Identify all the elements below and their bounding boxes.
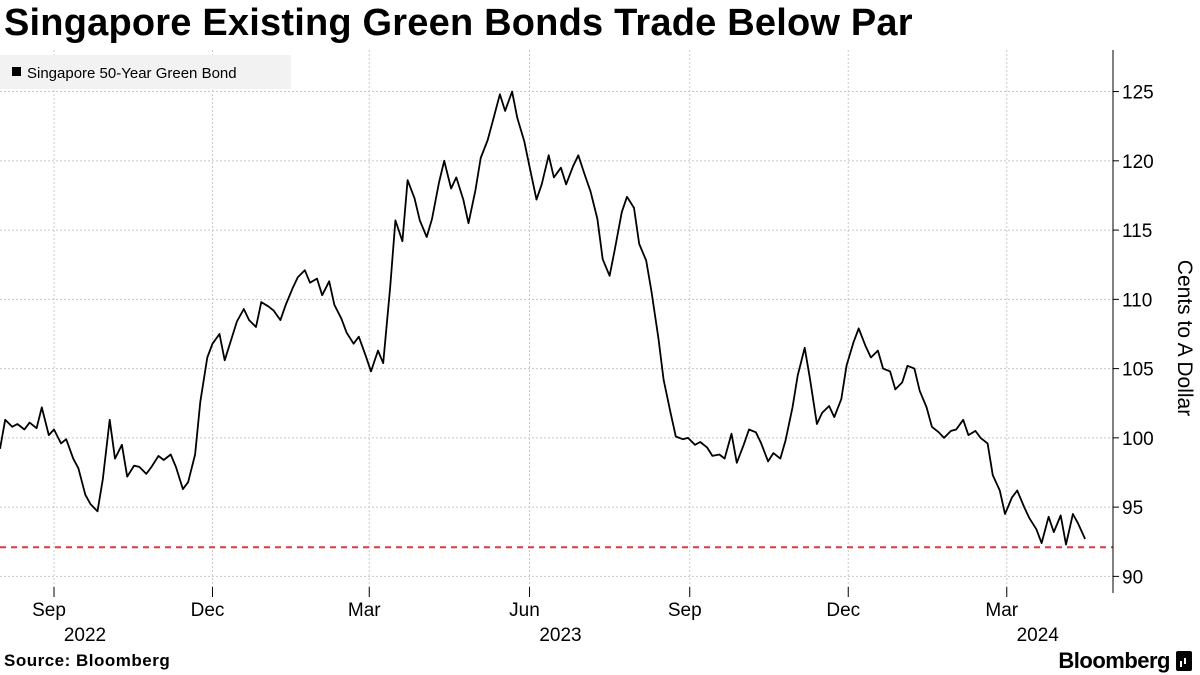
series-line (0, 90, 1086, 546)
bloomberg-logo: Bloomberg (1058, 648, 1192, 674)
brand-name: Bloomberg (1058, 648, 1170, 673)
year-label: 2022 (64, 625, 106, 646)
y-tick-label: 120 (1122, 152, 1154, 173)
legend-background (0, 55, 291, 89)
gridlines (0, 50, 1113, 593)
y-tick-label: 90 (1122, 567, 1143, 588)
x-tick-label: Sep (668, 600, 702, 621)
y-tick-label: 125 (1122, 83, 1154, 104)
y-tick-label: 100 (1122, 429, 1154, 450)
year-label: 2023 (539, 625, 581, 646)
y-tick-label: 110 (1122, 290, 1152, 311)
x-tick-label: Dec (826, 600, 860, 621)
legend-swatch (12, 67, 21, 76)
source-note: Source: Bloomberg (4, 651, 171, 670)
bloomberg-icon (1176, 651, 1192, 671)
legend-label: Singapore 50-Year Green Bond (27, 65, 237, 82)
chart-title: Singapore Existing Green Bonds Trade Bel… (4, 2, 913, 44)
x-tick-label: Sep (32, 600, 66, 621)
y-tick-label: 105 (1122, 360, 1154, 381)
y-tick-label: 95 (1122, 498, 1143, 519)
y-tick-label: 115 (1122, 221, 1152, 242)
x-tick-label: Dec (191, 600, 225, 621)
x-tick-label: Mar (348, 600, 381, 621)
series-group (0, 90, 1086, 546)
x-tick-label: Mar (985, 600, 1018, 621)
year-label: 2024 (1017, 625, 1060, 646)
legend: Singapore 50-Year Green Bond (0, 55, 291, 89)
x-tick-label: Jun (509, 600, 540, 621)
axes: 90 95 100 105 110 115 120 125 Sep Dec Mar Jun Sep Dec… (32, 50, 1154, 646)
y-axis-label: Cents to A Dollar (1173, 260, 1196, 416)
